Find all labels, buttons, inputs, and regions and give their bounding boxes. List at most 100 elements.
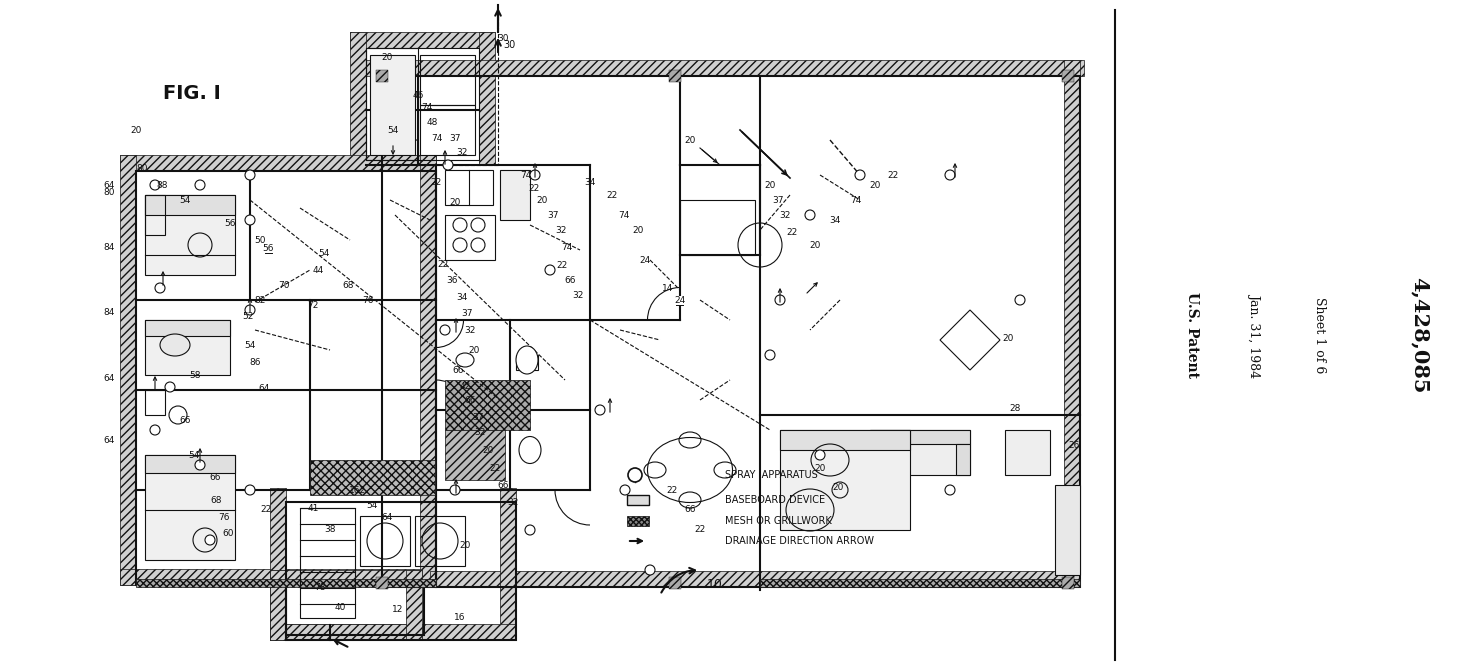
Bar (669, 577, 681, 589)
Circle shape (764, 350, 775, 360)
Text: 37: 37 (450, 133, 460, 143)
Bar (500, 170, 531, 220)
Bar (406, 570, 422, 640)
Text: 14: 14 (663, 283, 673, 293)
Bar (1055, 485, 1080, 575)
Bar (1061, 70, 1075, 82)
Text: 22: 22 (606, 190, 617, 200)
Text: 54: 54 (179, 196, 191, 204)
Circle shape (245, 305, 254, 315)
Text: 34: 34 (829, 216, 841, 224)
Ellipse shape (456, 353, 473, 367)
Text: 32: 32 (456, 147, 467, 157)
Bar (376, 577, 388, 589)
Bar (360, 516, 410, 566)
Bar (500, 488, 516, 640)
Text: 54: 54 (319, 249, 329, 257)
Bar (146, 455, 235, 473)
Bar (420, 105, 475, 155)
Bar (146, 320, 229, 336)
Bar (270, 624, 516, 640)
Text: 42: 42 (459, 381, 470, 391)
Text: 30: 30 (503, 40, 516, 50)
Bar (270, 570, 287, 640)
Bar (382, 76, 1080, 587)
Text: 54: 54 (366, 500, 378, 509)
Text: 82: 82 (254, 295, 266, 304)
Bar (121, 155, 137, 585)
Circle shape (150, 425, 160, 435)
Bar (270, 488, 287, 640)
Text: 22: 22 (888, 170, 898, 180)
Text: 162: 162 (350, 486, 366, 494)
Circle shape (620, 485, 631, 495)
Bar (870, 444, 883, 475)
Bar (628, 495, 648, 505)
Text: 76: 76 (218, 513, 229, 523)
Text: 22: 22 (431, 178, 441, 186)
Text: 20: 20 (832, 482, 844, 492)
Text: 76: 76 (362, 295, 373, 304)
Circle shape (814, 450, 825, 460)
Text: 24: 24 (639, 255, 651, 265)
Text: 20: 20 (814, 464, 826, 472)
Text: 66: 66 (453, 366, 463, 375)
Circle shape (1014, 295, 1025, 305)
Bar (445, 430, 506, 480)
Text: 20: 20 (869, 180, 881, 190)
Text: 64: 64 (259, 383, 269, 393)
Text: 22: 22 (490, 464, 501, 472)
Text: DRAINAGE DIRECTION ARROW: DRAINAGE DIRECTION ARROW (725, 536, 875, 546)
Bar (366, 48, 479, 160)
Text: 84: 84 (103, 308, 115, 316)
Bar (300, 508, 354, 618)
Circle shape (806, 210, 814, 220)
Text: 22: 22 (528, 184, 539, 192)
Bar (516, 355, 538, 370)
Circle shape (775, 295, 785, 305)
Text: 20: 20 (450, 198, 460, 206)
Circle shape (196, 460, 204, 470)
Text: 80: 80 (137, 163, 147, 172)
Bar (270, 570, 422, 586)
Bar (146, 320, 229, 375)
Text: 52: 52 (243, 312, 254, 320)
Bar (137, 579, 437, 587)
Text: 66: 66 (209, 472, 220, 482)
Text: 34: 34 (456, 293, 467, 302)
Ellipse shape (519, 436, 541, 464)
Bar (669, 70, 681, 82)
Text: 74: 74 (562, 243, 573, 251)
Text: 66: 66 (564, 275, 576, 285)
Circle shape (545, 265, 556, 275)
Bar (366, 60, 1083, 76)
Bar (781, 430, 910, 450)
Circle shape (245, 485, 254, 495)
Bar (1064, 60, 1080, 587)
Bar (121, 569, 437, 585)
Text: 54: 54 (387, 125, 398, 135)
Text: 72: 72 (307, 301, 319, 310)
Circle shape (196, 180, 204, 190)
Bar (310, 460, 435, 495)
Text: 78: 78 (315, 584, 326, 592)
Text: 66: 66 (179, 415, 191, 425)
Text: 56: 56 (225, 218, 235, 228)
Circle shape (595, 405, 606, 415)
Bar (146, 455, 235, 560)
Circle shape (945, 485, 956, 495)
Circle shape (856, 170, 864, 180)
Text: 50: 50 (254, 235, 266, 245)
Text: 12: 12 (392, 606, 404, 614)
Bar (760, 579, 1080, 587)
Circle shape (525, 525, 535, 535)
Bar (287, 585, 423, 635)
Bar (376, 70, 388, 82)
Circle shape (245, 170, 254, 180)
Text: 32: 32 (556, 226, 567, 234)
Circle shape (165, 382, 175, 392)
Text: 86: 86 (250, 358, 260, 366)
Text: U.S. Patent: U.S. Patent (1185, 292, 1200, 378)
Text: 38: 38 (325, 525, 335, 535)
Bar (350, 32, 366, 165)
